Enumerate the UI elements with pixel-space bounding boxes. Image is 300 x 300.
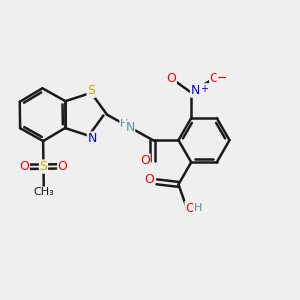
Text: H: H [120, 119, 128, 130]
Text: N: N [190, 84, 200, 97]
Text: N: N [87, 132, 97, 145]
Text: CH₃: CH₃ [33, 187, 54, 197]
Text: O: O [58, 160, 68, 173]
Text: O: O [185, 202, 195, 214]
Text: N: N [125, 121, 135, 134]
Text: O: O [140, 154, 150, 167]
Text: O: O [20, 160, 29, 173]
Text: S: S [87, 84, 95, 98]
Text: O: O [167, 72, 176, 85]
Text: +: + [200, 84, 208, 94]
Text: S: S [40, 160, 47, 173]
Text: −: − [217, 72, 228, 85]
Text: H: H [194, 203, 202, 213]
Text: O: O [144, 173, 154, 186]
Text: O: O [210, 72, 220, 85]
